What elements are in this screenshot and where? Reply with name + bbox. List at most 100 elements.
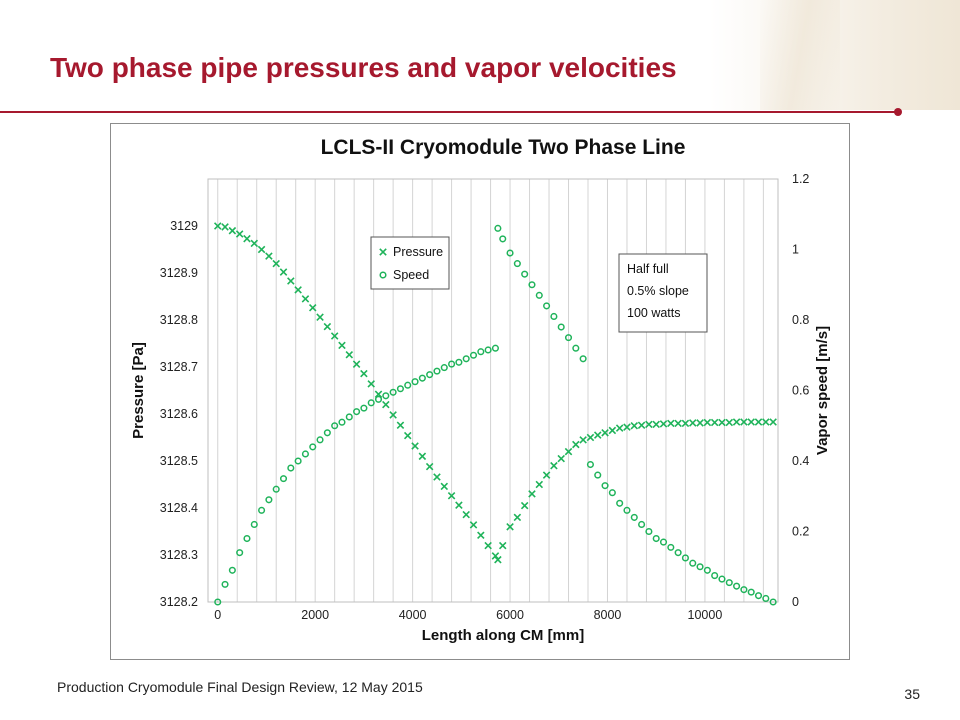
legend-speed-label: Speed xyxy=(393,268,429,282)
annotation-line: 100 watts xyxy=(627,306,681,320)
title-underline-dot xyxy=(894,108,902,116)
pressure-point xyxy=(747,418,755,426)
y-axis-label: Pressure [Pa] xyxy=(130,342,147,439)
y-tick-label: 3129 xyxy=(170,219,198,233)
pressure-point xyxy=(213,222,222,230)
pressure-point xyxy=(287,277,295,285)
pressure-point xyxy=(557,454,565,463)
pressure-point xyxy=(382,400,390,409)
speed-point xyxy=(272,485,280,493)
speed-point xyxy=(382,392,390,400)
pressure-point xyxy=(579,436,587,444)
speed-point xyxy=(462,355,470,363)
speed-point xyxy=(494,224,502,232)
chart-frame: LCLS-II Cryomodule Two Phase Line 0 2000 40… xyxy=(110,123,850,660)
pressure-point xyxy=(396,421,405,430)
speed-point xyxy=(579,355,587,363)
speed-point xyxy=(652,535,660,543)
speed-point xyxy=(762,594,770,603)
pressure-point xyxy=(228,226,237,235)
pressure-point xyxy=(703,418,712,427)
speed-point xyxy=(703,566,711,574)
pressure-point xyxy=(718,418,726,427)
pressure-point xyxy=(542,471,551,479)
pressure-point xyxy=(250,239,259,248)
pressure-point xyxy=(323,322,332,331)
pressure-point xyxy=(330,332,339,340)
speed-point xyxy=(535,291,543,299)
speed-point xyxy=(243,535,251,543)
speed-point xyxy=(601,482,609,490)
y-tick-label: 3128.6 xyxy=(160,407,198,421)
pressure-point xyxy=(572,440,580,449)
x-tick-label: 6000 xyxy=(496,608,524,622)
speed-point xyxy=(572,344,580,352)
speed-point xyxy=(287,464,295,472)
pressure-point xyxy=(601,429,609,437)
y2-tick-label: 0.6 xyxy=(792,384,809,398)
speed-point xyxy=(499,235,507,243)
speed-point xyxy=(528,281,536,289)
pressure-point xyxy=(374,390,383,399)
speed-point xyxy=(718,575,726,583)
x-tick-label: 10000 xyxy=(688,608,723,622)
speed-point xyxy=(316,436,324,444)
speed-point xyxy=(440,364,448,372)
pressure-point xyxy=(725,418,734,427)
y2-tick-label: 0.2 xyxy=(792,525,809,539)
pressure-point xyxy=(389,411,397,419)
pressure-point xyxy=(433,473,441,481)
pressure-point xyxy=(418,452,427,461)
annotation-line: Half full xyxy=(627,262,669,276)
speed-point xyxy=(564,334,573,342)
pressure-point xyxy=(506,523,514,531)
speed-point xyxy=(638,520,646,529)
speed-point xyxy=(455,358,463,366)
pressure-point xyxy=(754,418,763,426)
pressure-point xyxy=(469,521,478,529)
y2-axis-label: Vapor speed [m/s] xyxy=(814,326,831,455)
speed-point xyxy=(236,549,244,557)
y2-tick-label: 0 xyxy=(792,595,799,609)
speed-point xyxy=(557,323,565,331)
pressure-point xyxy=(447,492,456,500)
speed-point xyxy=(323,429,331,437)
speed-point xyxy=(396,385,404,393)
speed-point xyxy=(725,579,733,587)
pressure-point xyxy=(367,380,375,388)
pressure-point xyxy=(294,286,302,294)
speed-point xyxy=(258,506,266,514)
pressure-point xyxy=(535,480,544,489)
speed-point xyxy=(733,582,741,590)
speed-point xyxy=(747,588,755,596)
legend-pressure-marker xyxy=(379,248,387,256)
legend-speed-marker xyxy=(379,271,387,279)
pressure-point xyxy=(411,442,419,450)
title-underline xyxy=(0,111,898,113)
speed-point xyxy=(250,520,258,529)
speed-point xyxy=(389,388,397,396)
pressure-point xyxy=(338,341,346,350)
speed-point xyxy=(265,496,273,504)
speed-point xyxy=(426,371,434,379)
pressure-point xyxy=(769,418,777,426)
speed-point xyxy=(696,563,704,571)
y-tick-label: 3128.8 xyxy=(160,313,198,327)
x-tick-label: 4000 xyxy=(399,608,427,622)
speed-point xyxy=(659,538,668,546)
pressure-point xyxy=(243,234,251,243)
y-tick-label: 3128.2 xyxy=(160,595,198,609)
chart-svg: LCLS-II Cryomodule Two Phase Line 0 2000 40… xyxy=(130,136,831,644)
pressure-point xyxy=(710,418,719,427)
pressure-point xyxy=(608,426,617,435)
y2-tick-label: 1.2 xyxy=(792,172,809,186)
speed-point xyxy=(521,270,529,278)
speed-point xyxy=(594,471,602,479)
speed-point xyxy=(681,554,689,562)
speed-point xyxy=(506,249,514,257)
speed-point xyxy=(608,489,616,497)
pressure-point xyxy=(352,360,361,368)
speed-point xyxy=(667,543,675,551)
y2-tick-label: 0.8 xyxy=(792,313,809,327)
speed-point xyxy=(374,395,383,403)
